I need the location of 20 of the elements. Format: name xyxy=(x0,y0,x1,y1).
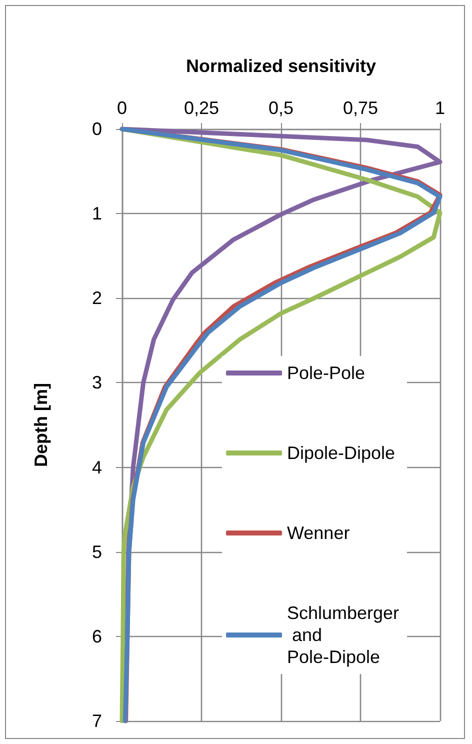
y-tick-label: 1 xyxy=(92,204,102,224)
x-tick-label: 0,25 xyxy=(184,98,220,118)
x-tick-label: 0 xyxy=(116,98,128,118)
y-tick-label: 3 xyxy=(92,372,102,393)
line-series xyxy=(120,126,442,724)
x-tick-label: 0,75 xyxy=(342,98,378,118)
legend-label: Dipole-Dipole xyxy=(287,443,396,463)
y-tick-label: 7 xyxy=(92,711,102,731)
y-tick-label: 4 xyxy=(92,457,102,478)
y-axis-title: Depth [m] xyxy=(31,383,51,467)
y-tick-label: 6 xyxy=(92,626,102,646)
y-tick-label: 2 xyxy=(92,288,102,308)
legend-label: Pole-Pole xyxy=(287,363,366,383)
y-tick-label: 0 xyxy=(92,119,102,139)
legend-label: Schlumberger and Pole-Dipole xyxy=(287,603,400,667)
x-tick-label: 1 xyxy=(434,98,446,118)
x-tick-label: 0,5 xyxy=(268,98,294,118)
x-axis-title: Normalized sensitivity xyxy=(186,56,376,76)
legend-label: Wenner xyxy=(287,523,350,543)
y-tick-label: 5 xyxy=(92,542,102,562)
